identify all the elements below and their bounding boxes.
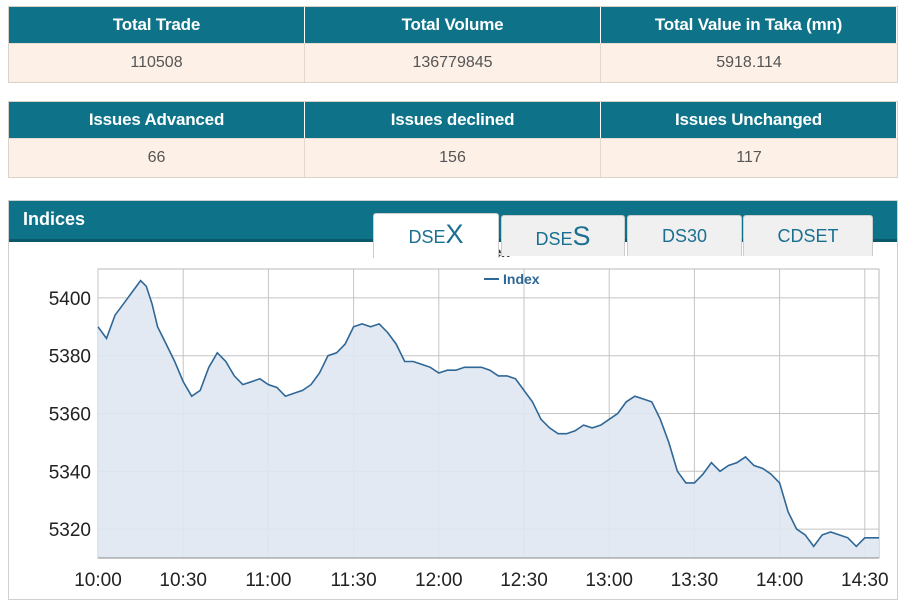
tab-dsex-suffix: X <box>445 219 464 249</box>
issues-summary-table: Issues Advanced Issues declined Issues U… <box>8 101 898 178</box>
x-tick-label: 13:00 <box>585 570 633 591</box>
x-tick-label: 11:00 <box>245 570 291 591</box>
total-trade-value: 110508 <box>9 43 305 82</box>
y-tick-label: 5340 <box>49 462 91 483</box>
tab-dses-label: DSE <box>535 229 573 249</box>
issues-unchanged-value: 117 <box>601 138 897 177</box>
index-line <box>97 279 879 548</box>
issues-advanced-value: 66 <box>9 138 305 177</box>
indices-title: Indices <box>23 209 86 229</box>
x-tick-label: 11:30 <box>331 570 377 591</box>
tab-dses-suffix: S <box>572 221 591 251</box>
x-tick-label: 14:00 <box>756 570 804 591</box>
total-trade-header: Total Trade <box>9 7 305 43</box>
total-volume-value: 136779845 <box>305 43 601 82</box>
y-tick-label: 5360 <box>49 405 91 426</box>
x-tick-label: 10:30 <box>159 570 207 591</box>
y-tick-label: 5400 <box>49 289 91 310</box>
x-tick-label: 12:30 <box>500 570 548 591</box>
issues-advanced-header: Issues Advanced <box>9 102 305 138</box>
x-tick-label: 13:30 <box>671 570 719 591</box>
tab-dsex[interactable]: DSEX <box>373 213 499 258</box>
x-tick-label: 10:00 <box>74 570 122 591</box>
x-tick-label: 14:30 <box>841 570 889 591</box>
total-volume-header: Total Volume <box>305 7 601 43</box>
index-chart: 5320 5340 5360 5380 5400 10:00 10:30 11:00 11:30… <box>49 244 889 591</box>
tab-ds30[interactable]: DS30 <box>627 215 742 256</box>
tab-dsex-label: DSE <box>408 227 446 247</box>
x-tick-label: 12:00 <box>415 570 463 591</box>
y-tick-label: 5380 <box>49 347 91 368</box>
legend-label: Index <box>503 271 540 287</box>
tab-dses[interactable]: DSES <box>501 215 625 256</box>
tab-cdset-label: CDSET <box>777 226 839 246</box>
issues-unchanged-header: Issues Unchanged <box>601 102 897 138</box>
y-tick-label: 5320 <box>49 520 91 541</box>
total-value-value: 5918.114 <box>601 43 897 82</box>
issues-declined-header: Issues declined <box>305 102 601 138</box>
tab-cdset[interactable]: CDSET <box>743 215 873 256</box>
indices-panel: Indices 5320 5340 5360 5380 5400 10:00 10:30 11… <box>8 200 898 600</box>
market-summary-table: Total Trade Total Volume Total Value in … <box>8 6 898 83</box>
issues-declined-value: 156 <box>305 138 601 177</box>
tab-ds30-label: DS30 <box>661 226 708 246</box>
total-value-header: Total Value in Taka (mn) <box>601 7 897 43</box>
index-area <box>98 280 879 558</box>
